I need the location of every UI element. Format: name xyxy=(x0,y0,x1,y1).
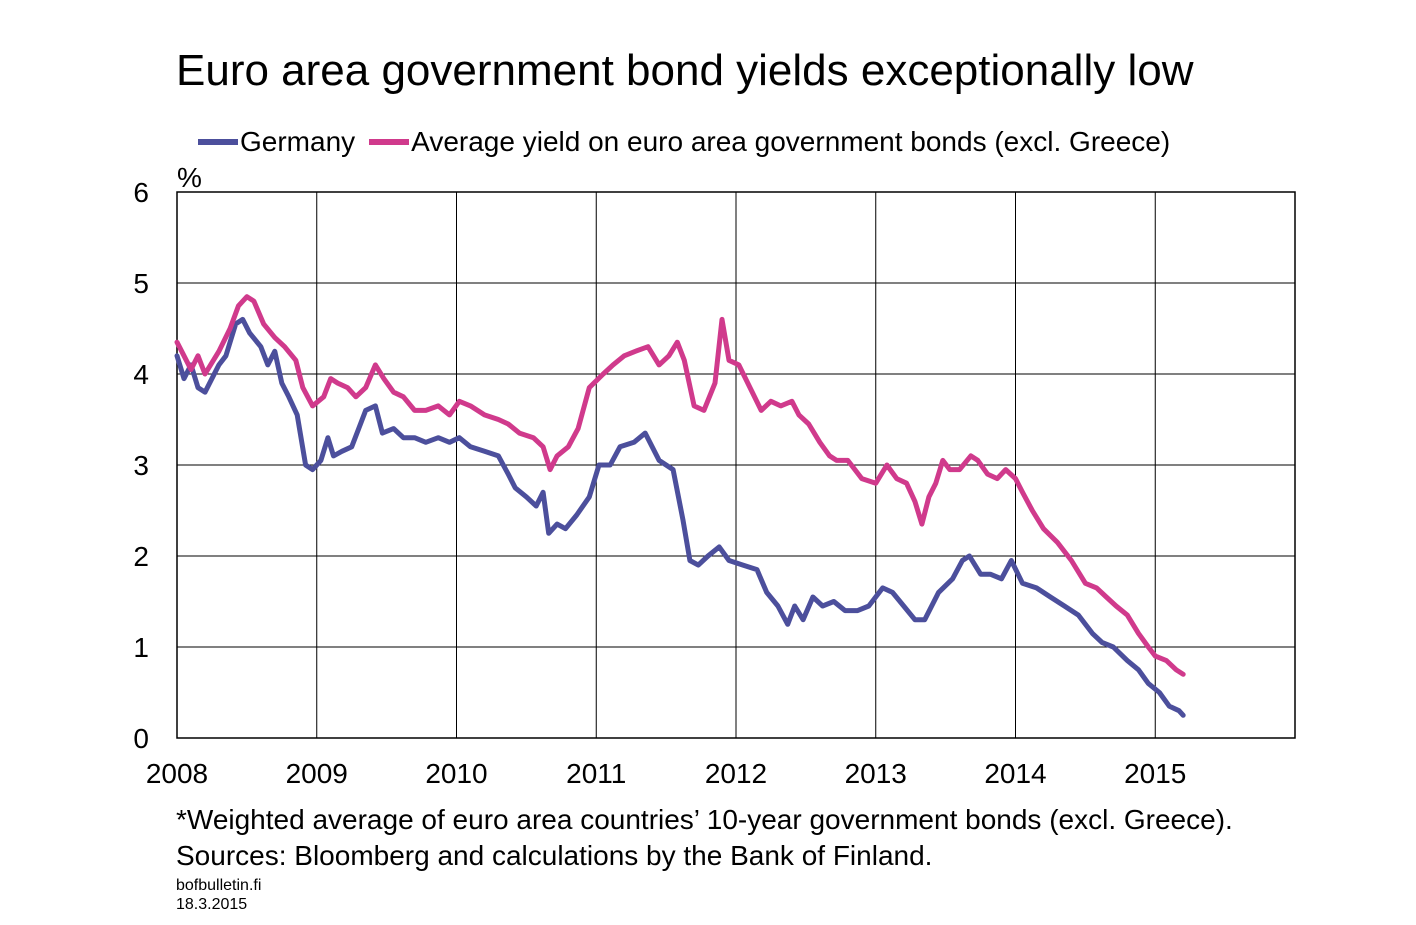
y-tick-label: 4 xyxy=(133,359,149,390)
footnote: *Weighted average of euro area countries… xyxy=(176,802,1233,874)
y-tick-label: 5 xyxy=(133,268,149,299)
legend-label-germany: Germany xyxy=(240,126,356,157)
x-tick-label: 2014 xyxy=(984,758,1046,789)
x-tick-label: 2010 xyxy=(425,758,487,789)
credit-site: bofbulletin.fi xyxy=(176,877,262,894)
x-tick-label: 2015 xyxy=(1124,758,1186,789)
series-line-euro-average xyxy=(174,294,1186,677)
x-tick-label: 2013 xyxy=(845,758,907,789)
y-tick-label: 6 xyxy=(133,177,149,208)
x-tick-label: 2012 xyxy=(705,758,767,789)
legend-swatch-euro-average xyxy=(369,139,410,145)
credit-date: 18.3.2015 xyxy=(176,896,248,913)
chart-legend: Germany Average yield on euro area gover… xyxy=(198,126,1184,158)
y-tick-label: 2 xyxy=(133,541,149,572)
y-axis-unit-label: % xyxy=(177,162,202,193)
y-tick-label: 3 xyxy=(133,450,149,481)
series-line-germany xyxy=(174,316,1186,718)
footnote-line-1: *Weighted average of euro area countries… xyxy=(176,804,1233,835)
x-tick-label: 2009 xyxy=(286,758,348,789)
x-tick-label: 2011 xyxy=(566,758,626,789)
legend-entry-euro-average: Average yield on euro area government bo… xyxy=(369,126,1170,158)
legend-swatch-germany xyxy=(198,139,238,145)
credit: bofbulletin.fi 18.3.2015 xyxy=(176,876,261,914)
chart-title: Euro area government bond yields excepti… xyxy=(176,46,1194,95)
legend-entry-germany: Germany xyxy=(198,126,355,158)
footnote-line-2: Sources: Bloomberg and calculations by t… xyxy=(176,840,933,871)
y-tick-label: 1 xyxy=(133,632,149,663)
x-tick-label: 2008 xyxy=(146,758,208,789)
y-tick-label: 0 xyxy=(133,723,149,754)
plot-area-border xyxy=(176,191,1296,739)
legend-label-euro-average: Average yield on euro area government bo… xyxy=(411,126,1171,157)
